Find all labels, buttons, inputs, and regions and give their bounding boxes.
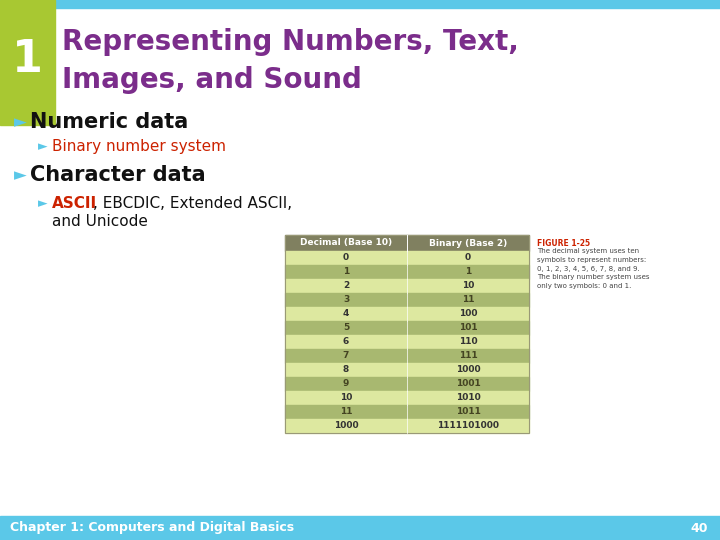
Text: 11: 11: [462, 295, 474, 305]
Text: 111: 111: [459, 352, 477, 361]
Bar: [285, 349, 529, 363]
Text: 1: 1: [12, 38, 42, 82]
Bar: [285, 391, 529, 405]
Text: 8: 8: [343, 366, 349, 375]
Text: 101: 101: [459, 323, 477, 333]
Bar: [285, 251, 529, 265]
Text: The decimal system uses ten
symbols to represent numbers:
0, 1, 2, 3, 4, 5, 6, 7: The decimal system uses ten symbols to r…: [537, 248, 649, 289]
Bar: [285, 405, 529, 419]
Text: 10: 10: [340, 394, 352, 402]
Bar: [285, 235, 529, 251]
Text: Numeric data: Numeric data: [30, 112, 188, 132]
Bar: [285, 293, 529, 307]
Text: 40: 40: [690, 522, 708, 535]
Text: 1001: 1001: [456, 380, 480, 388]
Text: 7: 7: [343, 352, 349, 361]
Text: Binary number system: Binary number system: [52, 139, 226, 154]
Bar: [285, 279, 529, 293]
Text: 9: 9: [343, 380, 349, 388]
Text: ►: ►: [14, 113, 27, 131]
Text: 3: 3: [343, 295, 349, 305]
Text: Representing Numbers, Text,: Representing Numbers, Text,: [62, 28, 519, 56]
Text: 0: 0: [343, 253, 349, 262]
Bar: [285, 265, 529, 279]
Text: 1011: 1011: [456, 408, 480, 416]
Text: 1000: 1000: [456, 366, 480, 375]
Bar: [0, 516, 720, 540]
Text: Binary (Base 2): Binary (Base 2): [429, 239, 507, 247]
Text: 100: 100: [459, 309, 477, 319]
Text: 5: 5: [343, 323, 349, 333]
Bar: [285, 321, 529, 335]
Text: 1010: 1010: [456, 394, 480, 402]
Text: 10: 10: [462, 281, 474, 291]
Text: Chapter 1: Computers and Digital Basics: Chapter 1: Computers and Digital Basics: [10, 522, 294, 535]
Bar: [285, 377, 529, 391]
Bar: [0, 0, 720, 8]
Bar: [285, 307, 529, 321]
Text: ►: ►: [14, 166, 27, 184]
Text: and Unicode: and Unicode: [52, 213, 148, 228]
Text: 1: 1: [343, 267, 349, 276]
Text: ►: ►: [38, 140, 48, 153]
Text: Decimal (Base 10): Decimal (Base 10): [300, 239, 392, 247]
Bar: [285, 419, 529, 433]
Text: FIGURE 1-25: FIGURE 1-25: [537, 239, 590, 248]
Bar: [285, 335, 529, 349]
Text: 110: 110: [459, 338, 477, 347]
Text: Character data: Character data: [30, 165, 206, 185]
Text: 4: 4: [343, 309, 349, 319]
Text: 0: 0: [465, 253, 471, 262]
Text: 1111101000: 1111101000: [437, 422, 499, 430]
Text: Images, and Sound: Images, and Sound: [62, 66, 362, 94]
Text: 1: 1: [465, 267, 471, 276]
Bar: [285, 235, 529, 433]
Bar: [0, 0, 55, 125]
Bar: [285, 363, 529, 377]
Text: , EBCDIC, Extended ASCII,: , EBCDIC, Extended ASCII,: [93, 197, 292, 212]
Text: 11: 11: [340, 408, 352, 416]
Text: ASCII: ASCII: [52, 197, 97, 212]
Text: 1000: 1000: [333, 422, 359, 430]
Text: ►: ►: [38, 198, 48, 211]
Text: 6: 6: [343, 338, 349, 347]
Text: 2: 2: [343, 281, 349, 291]
